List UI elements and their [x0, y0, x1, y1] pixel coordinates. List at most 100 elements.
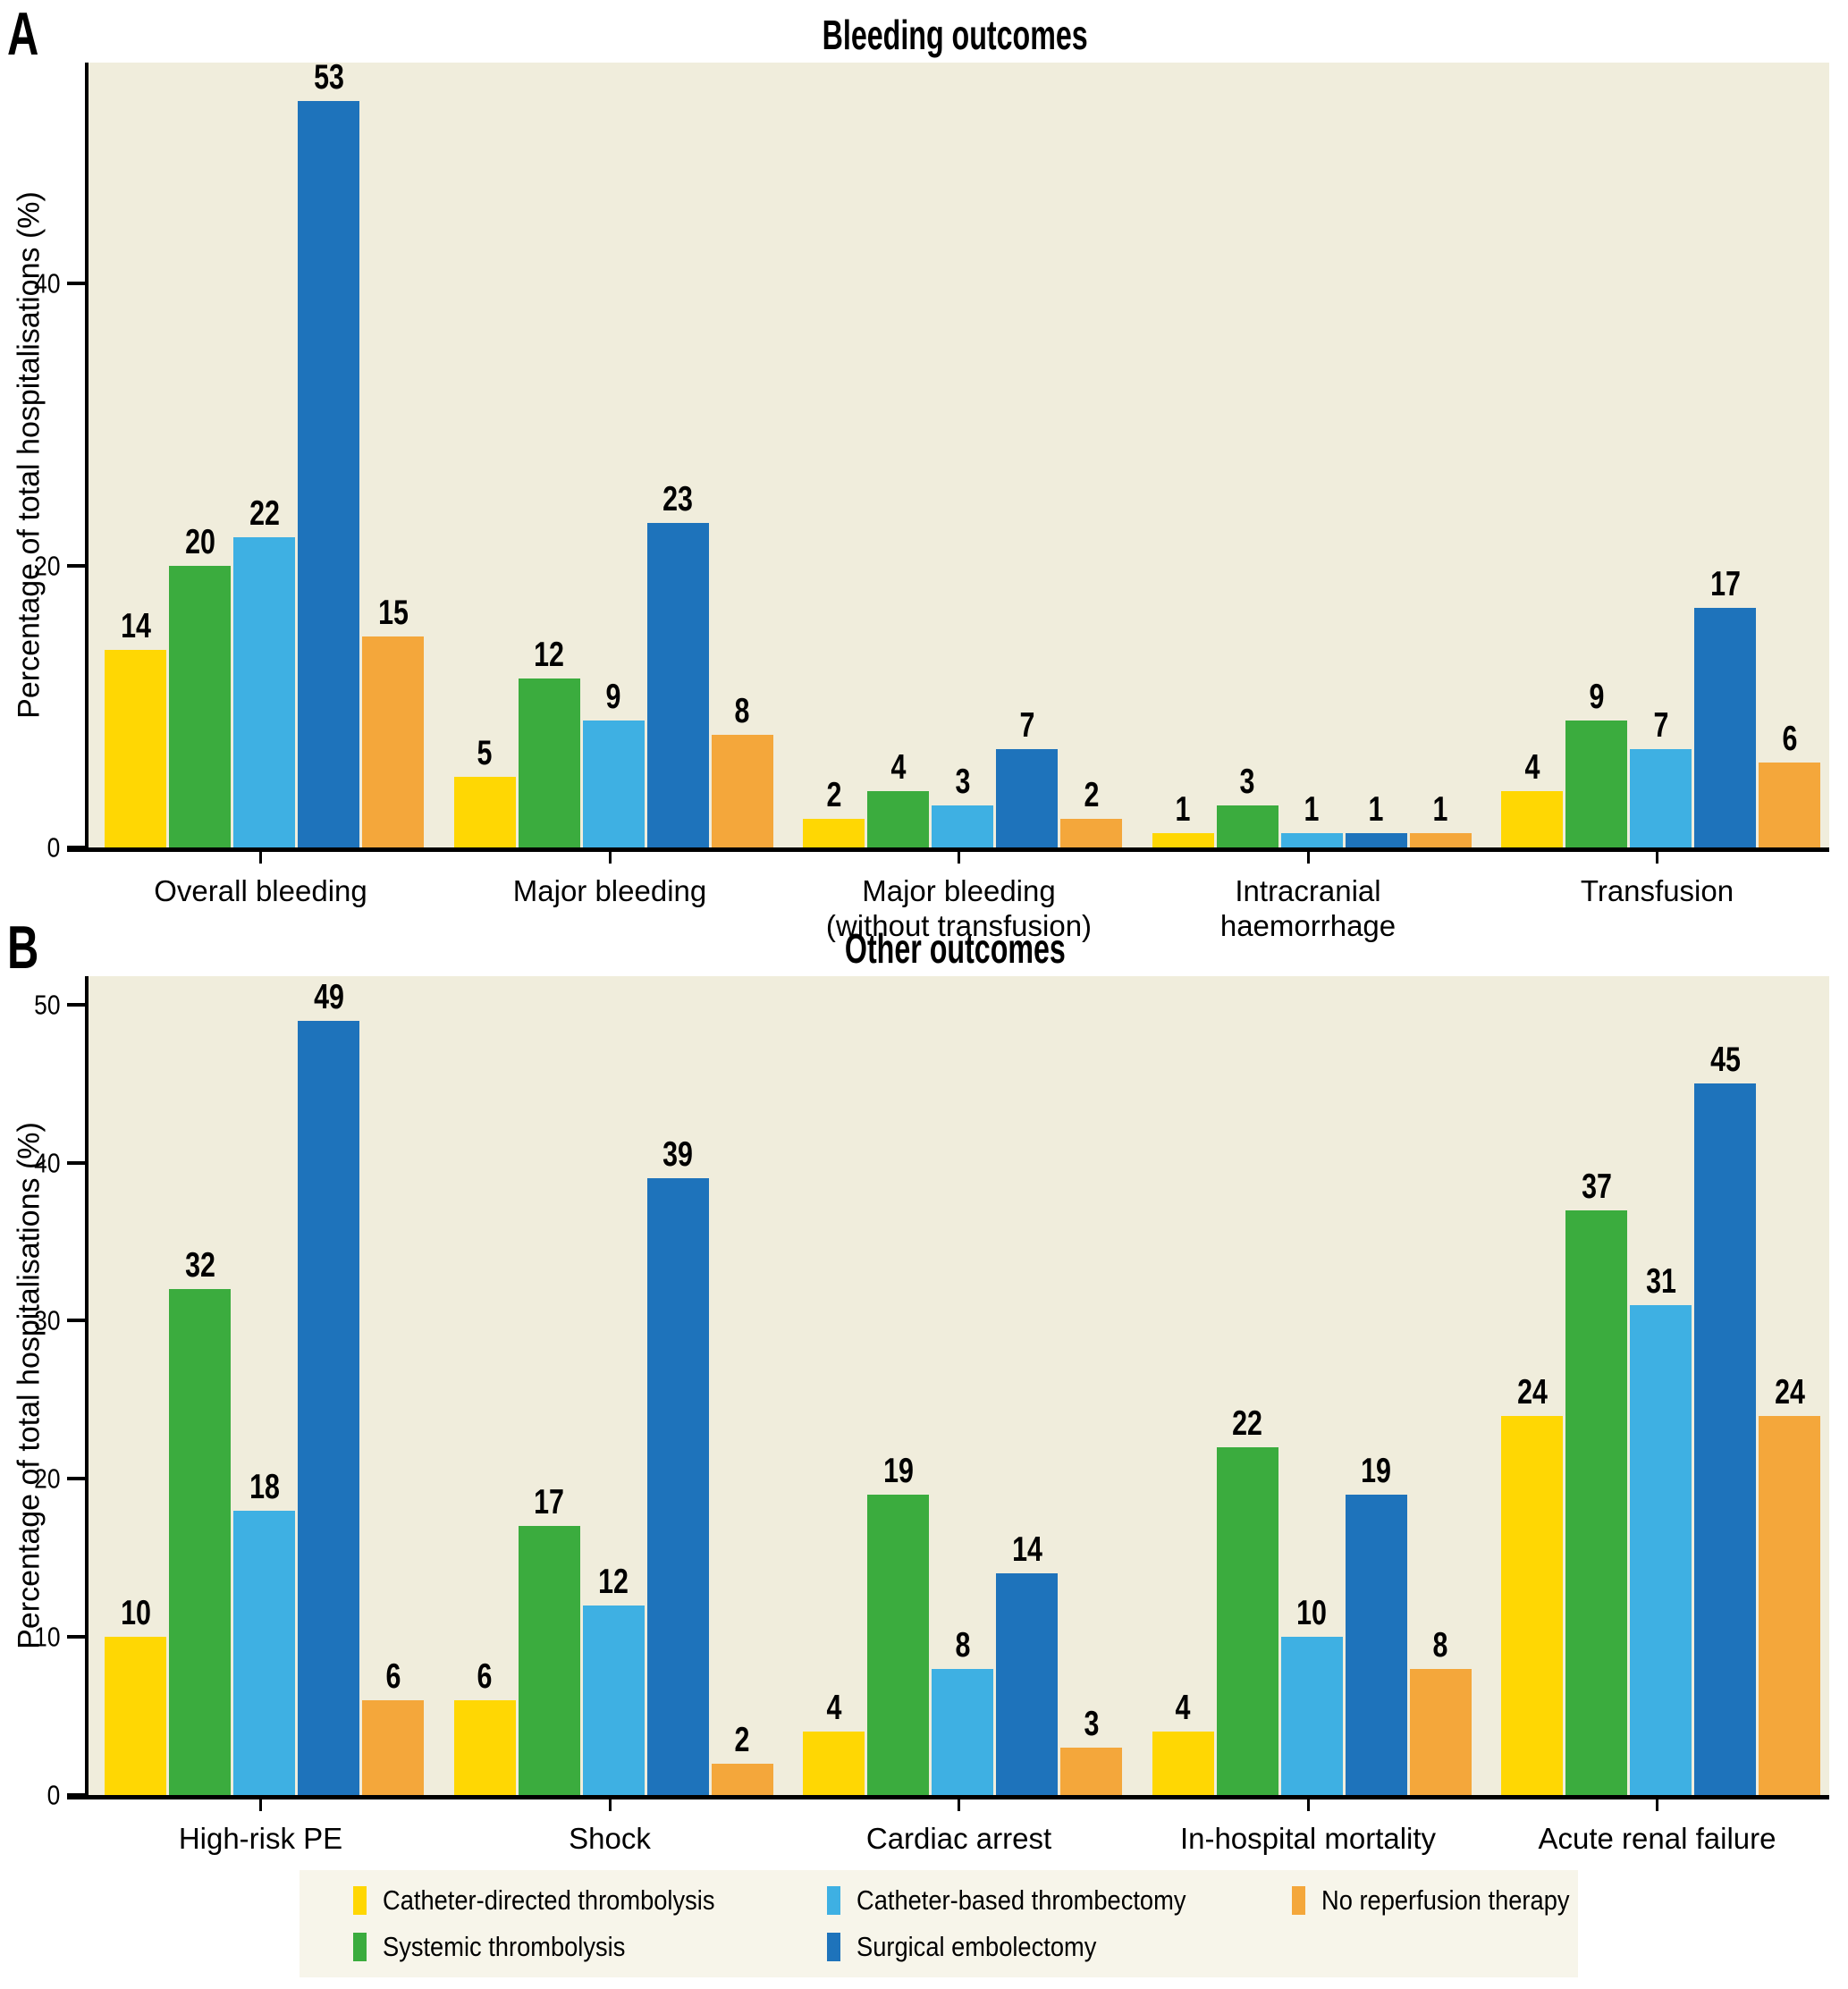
bar-value-label: 37: [1581, 1167, 1612, 1206]
bar-no-reperfusion-therapy-overall-bleeding: 15: [362, 595, 424, 847]
bar-rect: [646, 523, 709, 847]
y-tick-label-50: 50: [33, 989, 60, 1021]
bar-value-label: 19: [1361, 1452, 1391, 1491]
bar-value-label: 4: [826, 1689, 841, 1728]
bar-surgical-embolectomy-acute-renal-failure: 45: [1694, 1042, 1756, 1795]
bar-catheter-based-thrombectomy-acute-renal-failure: 31: [1630, 1264, 1692, 1795]
x-tick: [259, 1799, 262, 1811]
bar-value-label: 15: [377, 593, 409, 632]
bar-rect: [453, 777, 516, 847]
y-tick-20: [67, 1477, 85, 1481]
bar-value-label: 18: [249, 1467, 280, 1506]
bar-group-in-hospital-mortality: 4 22 10 19 8: [1152, 976, 1472, 1795]
x-tick: [1656, 852, 1658, 864]
x-tick: [1306, 852, 1310, 864]
x-category-label: Overall bleeding: [154, 874, 367, 907]
bar-rect: [996, 1573, 1058, 1795]
bar-catheter-directed-thrombolysis-shock: 6: [453, 1659, 516, 1795]
bar-value-label: 31: [1645, 1261, 1676, 1301]
bar-value-label: 12: [534, 635, 564, 674]
bar-value-label: 24: [1774, 1372, 1805, 1412]
x-category-label: Major bleeding (without transfusion): [825, 874, 1093, 942]
y-tick-label-20: 20: [33, 1462, 60, 1495]
bar-systemic-thrombolysis-cardiac-arrest: 19: [867, 1454, 929, 1795]
bar-value-label: 7: [1019, 705, 1034, 745]
bar-surgical-embolectomy-intracranial-haemorrhage: 1: [1345, 792, 1407, 847]
y-tick-0: [67, 846, 85, 849]
legend-label: Catheter-directed thrombolysis: [383, 1884, 715, 1916]
bar-group-major-bleeding-without-transfusion: 2 4 3 7 2: [803, 63, 1122, 847]
bar-value-label: 22: [1232, 1403, 1262, 1443]
bar-catheter-directed-thrombolysis-in-hospital-mortality: 4: [1152, 1690, 1214, 1795]
x-category-label: Shock: [569, 1822, 651, 1855]
bar-rect: [233, 1510, 295, 1795]
bar-value-label: 1: [1368, 790, 1384, 830]
bar-no-reperfusion-therapy-intracranial-haemorrhage: 1: [1409, 792, 1472, 847]
bar-surgical-embolectomy-major-bleeding: 23: [646, 482, 709, 847]
bar-value-label: 8: [1432, 1625, 1448, 1665]
y-tick-label-40: 40: [33, 267, 60, 299]
bar-rect: [518, 1526, 580, 1795]
bar-value-label: 17: [534, 1483, 564, 1522]
x-tick: [608, 1799, 612, 1811]
bar-rect: [1501, 1415, 1563, 1795]
bar-no-reperfusion-therapy-transfusion: 6: [1759, 721, 1820, 847]
bar-value-label: 6: [1782, 720, 1797, 759]
bar-value-label: 12: [598, 1562, 629, 1601]
bar-rect: [1345, 1495, 1407, 1795]
bar-rect: [1216, 805, 1278, 847]
bar-value-label: 7: [1653, 705, 1668, 745]
bar-rect: [646, 1178, 709, 1795]
bar-rect: [518, 678, 580, 847]
bar-catheter-directed-thrombolysis-overall-bleeding: 14: [105, 609, 166, 847]
panel-b-x-axis-line: [67, 1795, 1829, 1799]
bar-value-label: 39: [662, 1135, 693, 1175]
bar-group-shock: 6 17 12 39 2: [453, 976, 773, 1795]
bar-no-reperfusion-therapy-major-bleeding-without-transfusion: 2: [1060, 778, 1122, 847]
bar-value-label: 23: [662, 480, 693, 519]
bar-rect: [298, 1020, 359, 1795]
bar-systemic-thrombolysis-overall-bleeding: 20: [169, 525, 231, 847]
bar-rect: [1630, 748, 1692, 847]
bar-catheter-based-thrombectomy-major-bleeding: 9: [582, 679, 645, 847]
bar-rect: [582, 721, 645, 847]
x-category-label: Intracranial haemorrhage: [1219, 874, 1397, 942]
bar-value-label: 1: [1304, 790, 1320, 830]
bar-value-label: 20: [184, 522, 215, 561]
bar-rect: [1694, 608, 1756, 847]
bar-value-label: 22: [249, 494, 280, 534]
legend-label: Surgical embolectomy: [856, 1931, 1097, 1962]
y-tick-50: [67, 1002, 85, 1007]
bar-group-transfusion: 4 9 7 17 6: [1501, 63, 1820, 847]
bar-rect: [996, 748, 1058, 847]
bar-rect: [1630, 1304, 1692, 1795]
bar-value-label: 8: [955, 1625, 970, 1665]
bar-catheter-based-thrombectomy-shock: 12: [582, 1564, 645, 1795]
bar-systemic-thrombolysis-acute-renal-failure: 37: [1565, 1169, 1627, 1795]
bar-value-label: 9: [1589, 678, 1604, 717]
bar-catheter-based-thrombectomy-intracranial-haemorrhage: 1: [1280, 792, 1343, 847]
bar-value-label: 14: [120, 607, 151, 646]
bar-catheter-based-thrombectomy-major-bleeding-without-transfusion: 3: [932, 764, 993, 847]
bar-group-major-bleeding: 5 12 9 23 8: [453, 63, 773, 847]
legend-swatch-catheter-based-thrombectomy: [827, 1886, 840, 1915]
bar-catheter-directed-thrombolysis-transfusion: 4: [1501, 750, 1563, 847]
bar-rect: [298, 100, 359, 847]
bar-group-acute-renal-failure: 24 37 31 45 24: [1501, 976, 1820, 1795]
bar-value-label: 3: [955, 762, 970, 801]
bar-rect: [932, 1668, 993, 1795]
bar-rect: [1759, 763, 1820, 847]
x-category-acute-renal-failure: Acute renal failure: [1498, 1799, 1817, 1857]
bar-value-label: 19: [882, 1452, 914, 1491]
legend-label: Catheter-based thrombectomy: [856, 1884, 1186, 1916]
panel-b-category-axis: High-risk PE Shock Cardiac arrest In-hospit…: [85, 1799, 1826, 1857]
x-tick: [259, 852, 262, 864]
bar-rect: [803, 1732, 865, 1795]
x-category-high-risk-pe: High-risk PE: [101, 1799, 420, 1857]
bar-rect: [1152, 833, 1214, 847]
bar-systemic-thrombolysis-major-bleeding: 12: [518, 637, 580, 847]
bar-systemic-thrombolysis-high-risk-pe: 32: [169, 1248, 231, 1795]
panel-a-title: Bleeding outcomes: [822, 12, 1088, 58]
y-tick-label-40: 40: [33, 1147, 60, 1179]
